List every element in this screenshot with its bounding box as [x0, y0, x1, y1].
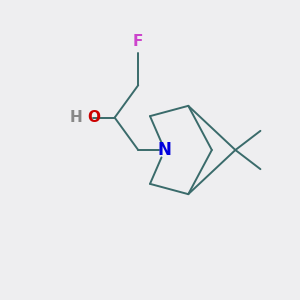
Text: F: F [133, 34, 143, 49]
Text: N: N [158, 141, 172, 159]
Text: H: H [70, 110, 83, 125]
Text: O: O [88, 110, 100, 125]
